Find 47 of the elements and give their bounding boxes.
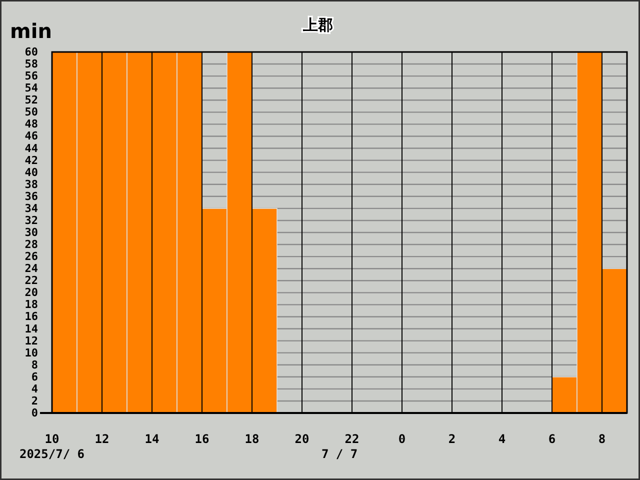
y-tick-label: 46 bbox=[24, 130, 38, 143]
y-tick-label: 58 bbox=[24, 58, 38, 71]
y-tick-label: 54 bbox=[24, 82, 38, 95]
x-tick-label: 10 bbox=[44, 432, 60, 446]
y-tick-label: 26 bbox=[24, 250, 38, 264]
y-tick-label: 40 bbox=[24, 166, 38, 179]
x-tick-label: 2 bbox=[448, 432, 456, 446]
y-tick-label: 10 bbox=[24, 346, 38, 360]
y-tick-label: 60 bbox=[24, 46, 38, 58]
y-tick-label: 56 bbox=[24, 70, 38, 83]
x-tick-label: 8 bbox=[598, 432, 606, 446]
y-tick-label: 36 bbox=[24, 190, 38, 203]
y-tick-label: 44 bbox=[24, 142, 38, 155]
y-tick-label: 32 bbox=[24, 214, 38, 227]
y-tick-label: 18 bbox=[24, 298, 38, 312]
x-tick-label: 4 bbox=[498, 432, 506, 446]
x-tick-label: 16 bbox=[194, 432, 210, 446]
y-tick-label: 12 bbox=[24, 334, 38, 348]
y-tick-label: 48 bbox=[24, 118, 38, 131]
y-axis-title: min bbox=[10, 19, 52, 43]
y-tick-label: 14 bbox=[24, 322, 38, 336]
x-tick-label: 12 bbox=[94, 432, 110, 446]
x-tick-label: 20 bbox=[294, 432, 310, 446]
x-tick-label: 6 bbox=[548, 432, 556, 446]
text: 2025/7/ 6 bbox=[19, 447, 85, 461]
y-tick-label: 30 bbox=[24, 226, 38, 239]
y-tick-label: 6 bbox=[31, 370, 38, 384]
y-tick-label: 22 bbox=[24, 274, 38, 288]
y-tick-label: 42 bbox=[24, 154, 38, 167]
x-tick-label: 18 bbox=[244, 432, 260, 446]
chart-title: 上郡 bbox=[302, 16, 333, 34]
text: 7 / 7 bbox=[321, 447, 358, 461]
y-tick-label: 34 bbox=[24, 202, 38, 215]
y-tick-label: 38 bbox=[24, 178, 38, 191]
x-tick-label: 22 bbox=[344, 432, 360, 446]
x-tick-label: 0 bbox=[398, 432, 406, 446]
y-tick-label: 28 bbox=[24, 238, 38, 252]
y-tick-label: 2 bbox=[31, 394, 38, 408]
y-tick-label: 8 bbox=[31, 358, 38, 372]
y-tick-label: 4 bbox=[31, 382, 38, 396]
y-tick-label: 16 bbox=[24, 310, 38, 324]
y-tick-label: 20 bbox=[24, 286, 38, 300]
y-tick-label: 0 bbox=[31, 406, 38, 420]
x-tick-label: 14 bbox=[144, 432, 160, 446]
y-tick-label: 52 bbox=[24, 94, 38, 107]
y-tick-label: 50 bbox=[24, 106, 38, 119]
y-tick-label: 24 bbox=[24, 262, 38, 276]
